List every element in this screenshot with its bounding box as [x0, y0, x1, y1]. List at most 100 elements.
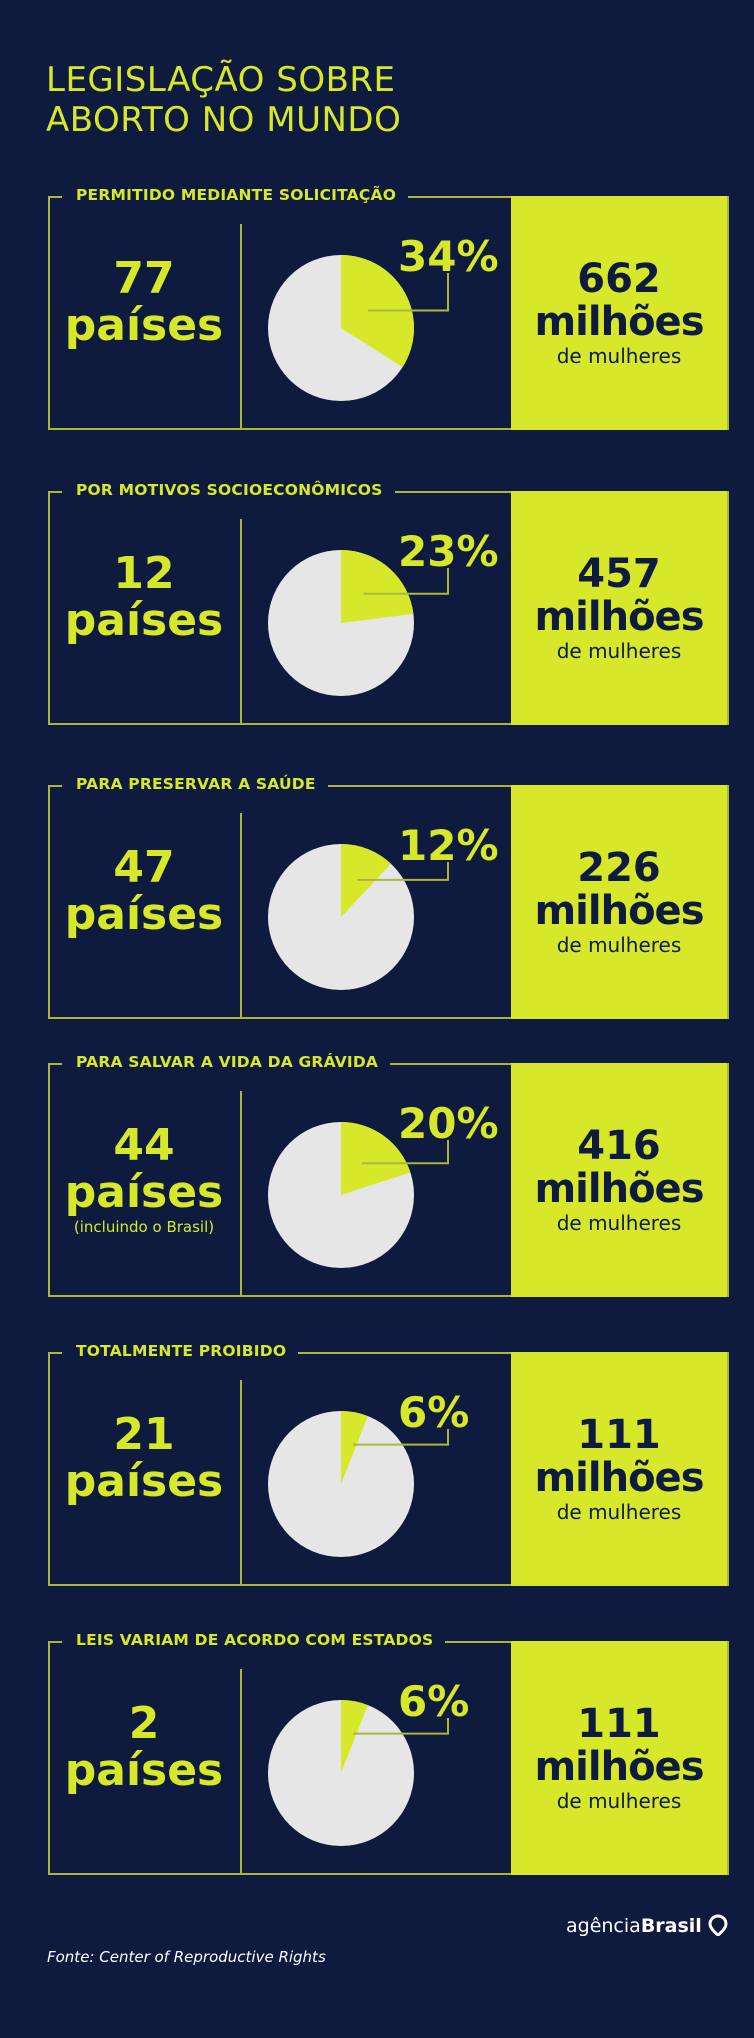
panel-frame [48, 196, 729, 430]
category-panel: PARA PRESERVAR A SAÚDE 47 países 12% 226… [48, 775, 729, 1019]
column-divider [240, 1669, 242, 1875]
women-count-value: 457 [577, 551, 661, 597]
women-count-unit: milhões [534, 299, 705, 345]
category-panel: TOTALMENTE PROIBIDO 21 países 6% 111 mil… [48, 1342, 729, 1586]
frame-top-line [48, 1063, 62, 1065]
country-count-unit: países [64, 889, 224, 940]
women-count-suffix: de mulheres [556, 933, 682, 957]
location-pin-icon [708, 1914, 728, 1937]
title-line-2: ABORTO NO MUNDO [46, 100, 402, 140]
category-title: PERMITIDO MEDIANTE SOLICITAÇÃO [76, 186, 397, 204]
panel-frame [48, 1063, 729, 1297]
percent-label: 20% [398, 1099, 499, 1148]
category-title: TOTALMENTE PROIBIDO [76, 1342, 287, 1360]
women-count-box: 226 milhões de mulheres [511, 785, 727, 1019]
page-title: LEGISLAÇÃO SOBRE ABORTO NO MUNDO [46, 60, 401, 140]
category-title: LEIS VARIAM DE ACORDO COM ESTADOS [76, 1631, 434, 1649]
country-count: 21 países [48, 1412, 240, 1506]
frame-top-line [445, 1641, 511, 1643]
frame-top-line [298, 1352, 511, 1354]
leader-line [357, 862, 449, 881]
frame-top-line [48, 196, 62, 198]
women-count-unit: milhões [534, 1455, 705, 1501]
category-title: POR MOTIVOS SOCIOECONÔMICOS [76, 481, 383, 499]
category-panel: PARA SALVAR A VIDA DA GRÁVIDA 44 países … [48, 1053, 729, 1297]
column-divider [240, 1091, 242, 1297]
pie-slice [341, 550, 414, 623]
frame-top-line [390, 1063, 511, 1065]
women-count-suffix: de mulheres [556, 1789, 682, 1813]
women-count-value: 226 [577, 845, 661, 891]
pie-chart [268, 550, 449, 696]
pie-chart [268, 255, 449, 401]
country-count-value: 12 [113, 548, 175, 599]
title-line-1: LEGISLAÇÃO SOBRE [46, 60, 396, 100]
country-count: 2 países [48, 1701, 240, 1795]
pie-chart [268, 1122, 449, 1268]
leader-line [353, 1718, 449, 1735]
frame-top-line [48, 1352, 62, 1354]
women-count-value: 416 [577, 1123, 661, 1169]
pie-chart [268, 844, 449, 990]
country-count: 47 países [48, 845, 240, 939]
pie-chart [268, 1700, 449, 1846]
pie-slice [341, 1411, 368, 1484]
women-count-suffix: de mulheres [556, 639, 682, 663]
category-title: PARA SALVAR A VIDA DA GRÁVIDA [76, 1053, 379, 1071]
column-divider [240, 1380, 242, 1586]
leader-line [363, 568, 449, 595]
country-count-unit: países [64, 595, 224, 646]
percent-label: 6% [398, 1677, 470, 1726]
panel-frame [48, 785, 729, 1019]
country-count-unit: países [64, 300, 224, 351]
women-count-box: 457 milhões de mulheres [511, 491, 727, 725]
country-note: (incluindo o Brasil) [73, 1218, 215, 1236]
women-count-unit: milhões [534, 594, 705, 640]
country-count: 12 países [48, 551, 240, 645]
column-divider [240, 224, 242, 430]
pie-slice [341, 1122, 411, 1195]
frame-top-line [48, 1641, 62, 1643]
leader-line [361, 1140, 449, 1165]
percent-label: 34% [398, 232, 499, 281]
country-count-value: 44 [113, 1120, 175, 1171]
women-count-unit: milhões [534, 1744, 705, 1790]
women-count-unit: milhões [534, 1166, 705, 1212]
country-count-unit: países [64, 1745, 224, 1796]
women-count-suffix: de mulheres [556, 344, 682, 368]
agencia-brasil-logo: agênciaBrasil [566, 1914, 728, 1937]
country-count: 77 países [48, 256, 240, 350]
women-count-box: 416 milhões de mulheres [511, 1063, 727, 1297]
category-title: PARA PRESERVAR A SAÚDE [76, 775, 316, 793]
leader-line [353, 1429, 449, 1446]
percent-label: 23% [398, 527, 499, 576]
category-panel: POR MOTIVOS SOCIOECONÔMICOS 12 países 23… [48, 481, 729, 725]
logo-light-text: agência [566, 1915, 641, 1937]
panel-frame [48, 491, 729, 725]
women-count-suffix: de mulheres [556, 1500, 682, 1524]
percent-label: 12% [398, 821, 499, 870]
country-count-unit: países [64, 1167, 224, 1218]
women-count-unit: milhões [534, 888, 705, 934]
country-count-value: 2 [128, 1698, 160, 1749]
panel-frame [48, 1352, 729, 1586]
column-divider [240, 519, 242, 725]
leader-line [368, 273, 449, 312]
logo-bold-text: Brasil [640, 1915, 702, 1937]
women-count-value: 111 [577, 1701, 661, 1747]
category-panel: LEIS VARIAM DE ACORDO COM ESTADOS 2 país… [48, 1631, 729, 1875]
women-count-box: 662 milhões de mulheres [511, 196, 727, 430]
country-count-value: 77 [113, 253, 175, 304]
frame-top-line [328, 785, 511, 787]
frame-top-line [48, 491, 62, 493]
women-count-box: 111 milhões de mulheres [511, 1352, 727, 1586]
frame-top-line [408, 196, 511, 198]
women-count-value: 662 [577, 256, 661, 302]
country-count-value: 21 [113, 1409, 175, 1460]
women-count-value: 111 [577, 1412, 661, 1458]
column-divider [240, 813, 242, 1019]
women-count-suffix: de mulheres [556, 1211, 682, 1235]
frame-top-line [48, 785, 62, 787]
country-count: 44 países (incluindo o Brasil) [48, 1123, 240, 1237]
women-count-box: 111 milhões de mulheres [511, 1641, 727, 1875]
